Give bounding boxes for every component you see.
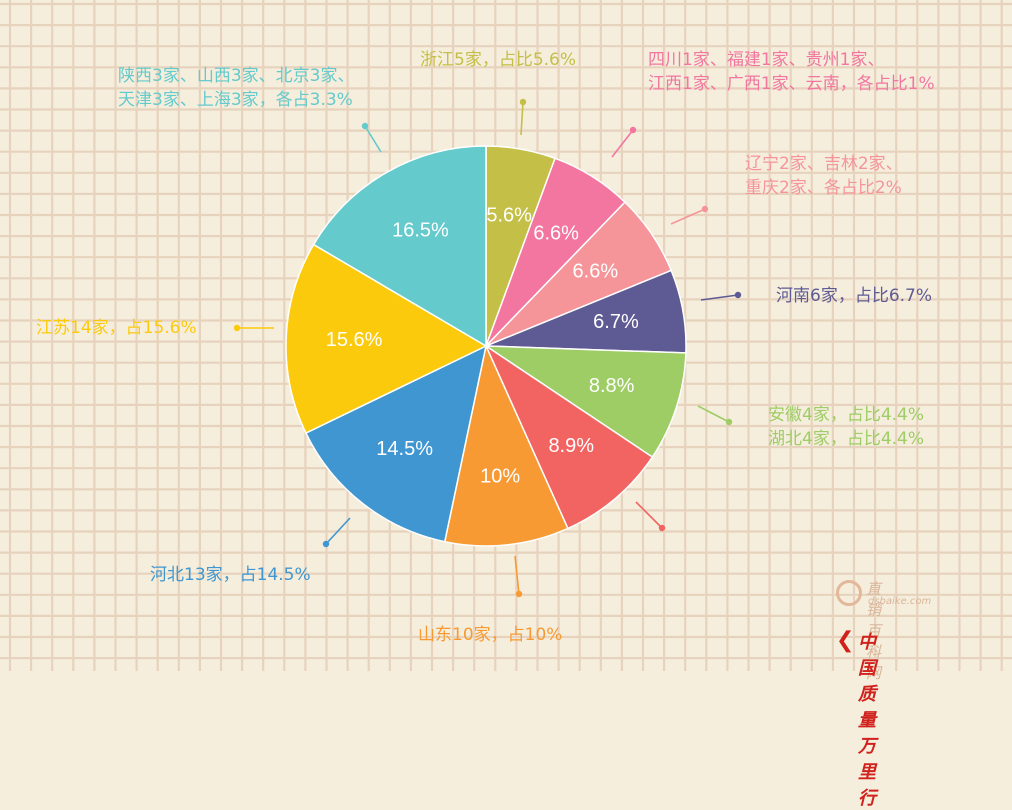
leader-dot [701,205,709,213]
callout-label-line: 浙江5家，占比5.6% [420,50,577,70]
slice-percent: 16.5% [392,220,449,242]
dsbaike-site-url: dsbaike.com [868,596,932,607]
leader-line [611,129,634,158]
leader-dot [361,122,369,130]
leader-dot [629,126,637,134]
slice-percent: 15.6% [326,329,383,351]
callout-label: 河南6家，占比6.7% [776,284,932,308]
callout-label-line: 重庆2家、各占比2% [745,178,902,198]
callout-label-line: 陕西3家、山西3家、北京3家、 [118,66,355,86]
slice-percent: 14.5% [376,438,433,460]
callout-label-line: 辽宁2家、吉林2家、 [745,154,903,174]
callout-label: 江苏14家，占15.6% [36,316,197,340]
callout-label-line: 湖北4家，占比4.4% [768,429,925,449]
callout-label-line: 山东10家，占10% [418,625,563,645]
callout-label-line: 江苏14家，占15.6% [36,318,197,338]
pie-slice [304,344,488,543]
callout-label: 河北13家，占14.5% [150,563,311,587]
callout-label-line: 安徽4家，占比4.4% [768,405,925,425]
callout-label-line: 河南6家，占比6.7% [776,286,933,306]
leader-line [700,294,739,301]
callout-label-line: 天津3家、上海3家，各占3.3% [118,90,353,110]
callout-label-line: 河北13家，占14.5% [150,565,311,585]
brand-chevron-icon: ❮ [836,628,855,653]
callout-label: 辽宁2家、吉林2家、 重庆2家、各占比2% [745,152,903,200]
background-grid [0,0,1012,671]
leader-line [520,101,524,136]
leader-dot [322,540,330,548]
pie-slice [484,343,654,530]
leader-dot [233,324,241,332]
callout-label: 浙江5家，占比5.6% [420,48,576,72]
callout-label: 四川1家、福建1家、贵州1家、江西1家、广西1家、云南，各占比1% [648,48,935,96]
dsbaike-logo-icon [836,580,862,606]
slice-percent: 8.9% [548,435,594,457]
pie-slice [312,145,487,348]
slice-percent: 6.6% [573,260,619,282]
pie-slices [285,145,687,547]
pie-chart: 5.6%6.6%6.6%6.7%8.8%8.9%10%14.5%15.6%16.… [0,0,1012,671]
leader-line [697,405,730,423]
callout-label-line: 江西1家、广西1家、云南，各占比1% [648,74,935,94]
callout-label: 山东10家，占10% [418,623,562,647]
leader-dot [515,590,523,598]
leader-dot [519,98,527,106]
slice-percent: 5.6% [486,204,532,226]
brand-name: 中国质量万里行 [858,632,876,809]
leader-dot [725,418,733,426]
leader-line [670,208,706,225]
slice-percent: 6.7% [593,311,639,333]
leader-dot [658,524,666,532]
leader-lines [233,98,742,598]
callout-label: 陕西3家、山西3家、北京3家、 天津3家、上海3家，各占3.3% [118,64,354,112]
pie-slice [285,243,488,435]
slice-percent: 8.8% [589,375,635,397]
slice-percent-labels: 5.6%6.6%6.6%6.7%8.8%8.9%10%14.5%15.6%16.… [326,204,639,487]
pie-slice [483,345,687,459]
leader-line [325,517,351,545]
leader-line [514,555,520,595]
leader-line [364,125,382,153]
leader-line [635,501,663,529]
callout-label: 安徽4家，占比4.4% 湖北4家，占比4.4% [768,403,924,451]
callout-label-line: 四川1家、福建1家、贵州1家、 [648,50,885,70]
slice-percent: 10% [480,466,520,488]
leader-dot [734,291,742,299]
slice-percent: 6.6% [533,222,579,244]
